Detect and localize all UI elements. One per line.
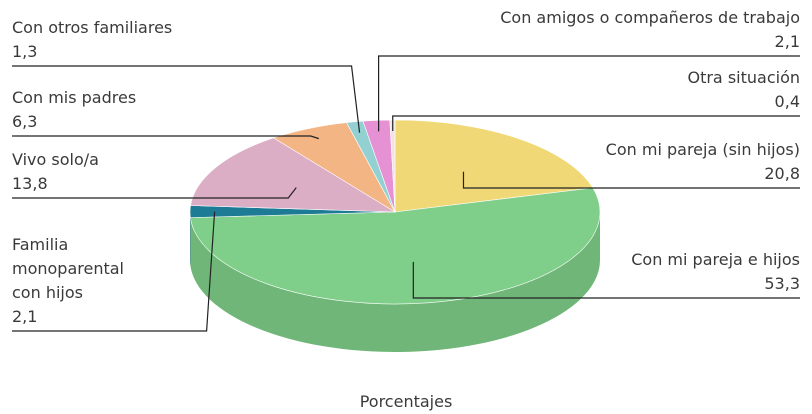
slice-side [190,212,600,353]
leader-line [378,55,800,132]
leader-line [392,115,800,132]
value-label: 6,3 [12,112,38,131]
leader-line [12,187,297,199]
slice [394,119,594,213]
category-label: Con mi pareja e hijos [631,250,800,269]
slice-label-group: Con amigos o compañeros de trabajo 2,1 [400,6,800,54]
leader-line [412,261,800,299]
slice-label-group: Con otros familiares 1,3 [12,16,272,64]
caption: Porcentajes [359,392,453,411]
value-label: 20,8 [764,164,800,183]
value-label: 0,4 [774,92,800,111]
category-label: Con otros familiares [12,18,173,37]
slice-label-group: Familia monoparental con hijos 2,1 [12,233,137,329]
category-label: Con amigos o compañeros de trabajo [500,8,800,27]
slice-label-group: Con mis padres 6,3 [12,86,272,134]
category-label: Con mis padres [12,88,137,107]
value-label: 13,8 [12,174,48,193]
leader-line [12,65,361,133]
category-label: Otra situación [687,68,800,87]
value-label: 2,1 [12,307,38,326]
category-label: Con mi pareja (sin hijos) [605,140,800,159]
leader-line [12,211,216,332]
value-label: 2,1 [774,32,800,51]
value-label: 53,3 [764,274,800,293]
slice [190,187,601,305]
slice-label-group: Otra situación 0,4 [540,66,800,114]
leader-line [12,135,319,140]
leader-line [462,171,800,189]
category-label: Vivo solo/a [12,150,99,169]
value-label: 1,3 [12,42,38,61]
slice-label-group: Con mi pareja e hijos 53,3 [540,248,800,296]
slice-label-group: Vivo solo/a 13,8 [12,148,272,196]
category-label: Familia monoparental con hijos [12,235,124,302]
slice [190,137,397,213]
slice-label-group: Con mi pareja (sin hijos) 20,8 [540,138,800,186]
